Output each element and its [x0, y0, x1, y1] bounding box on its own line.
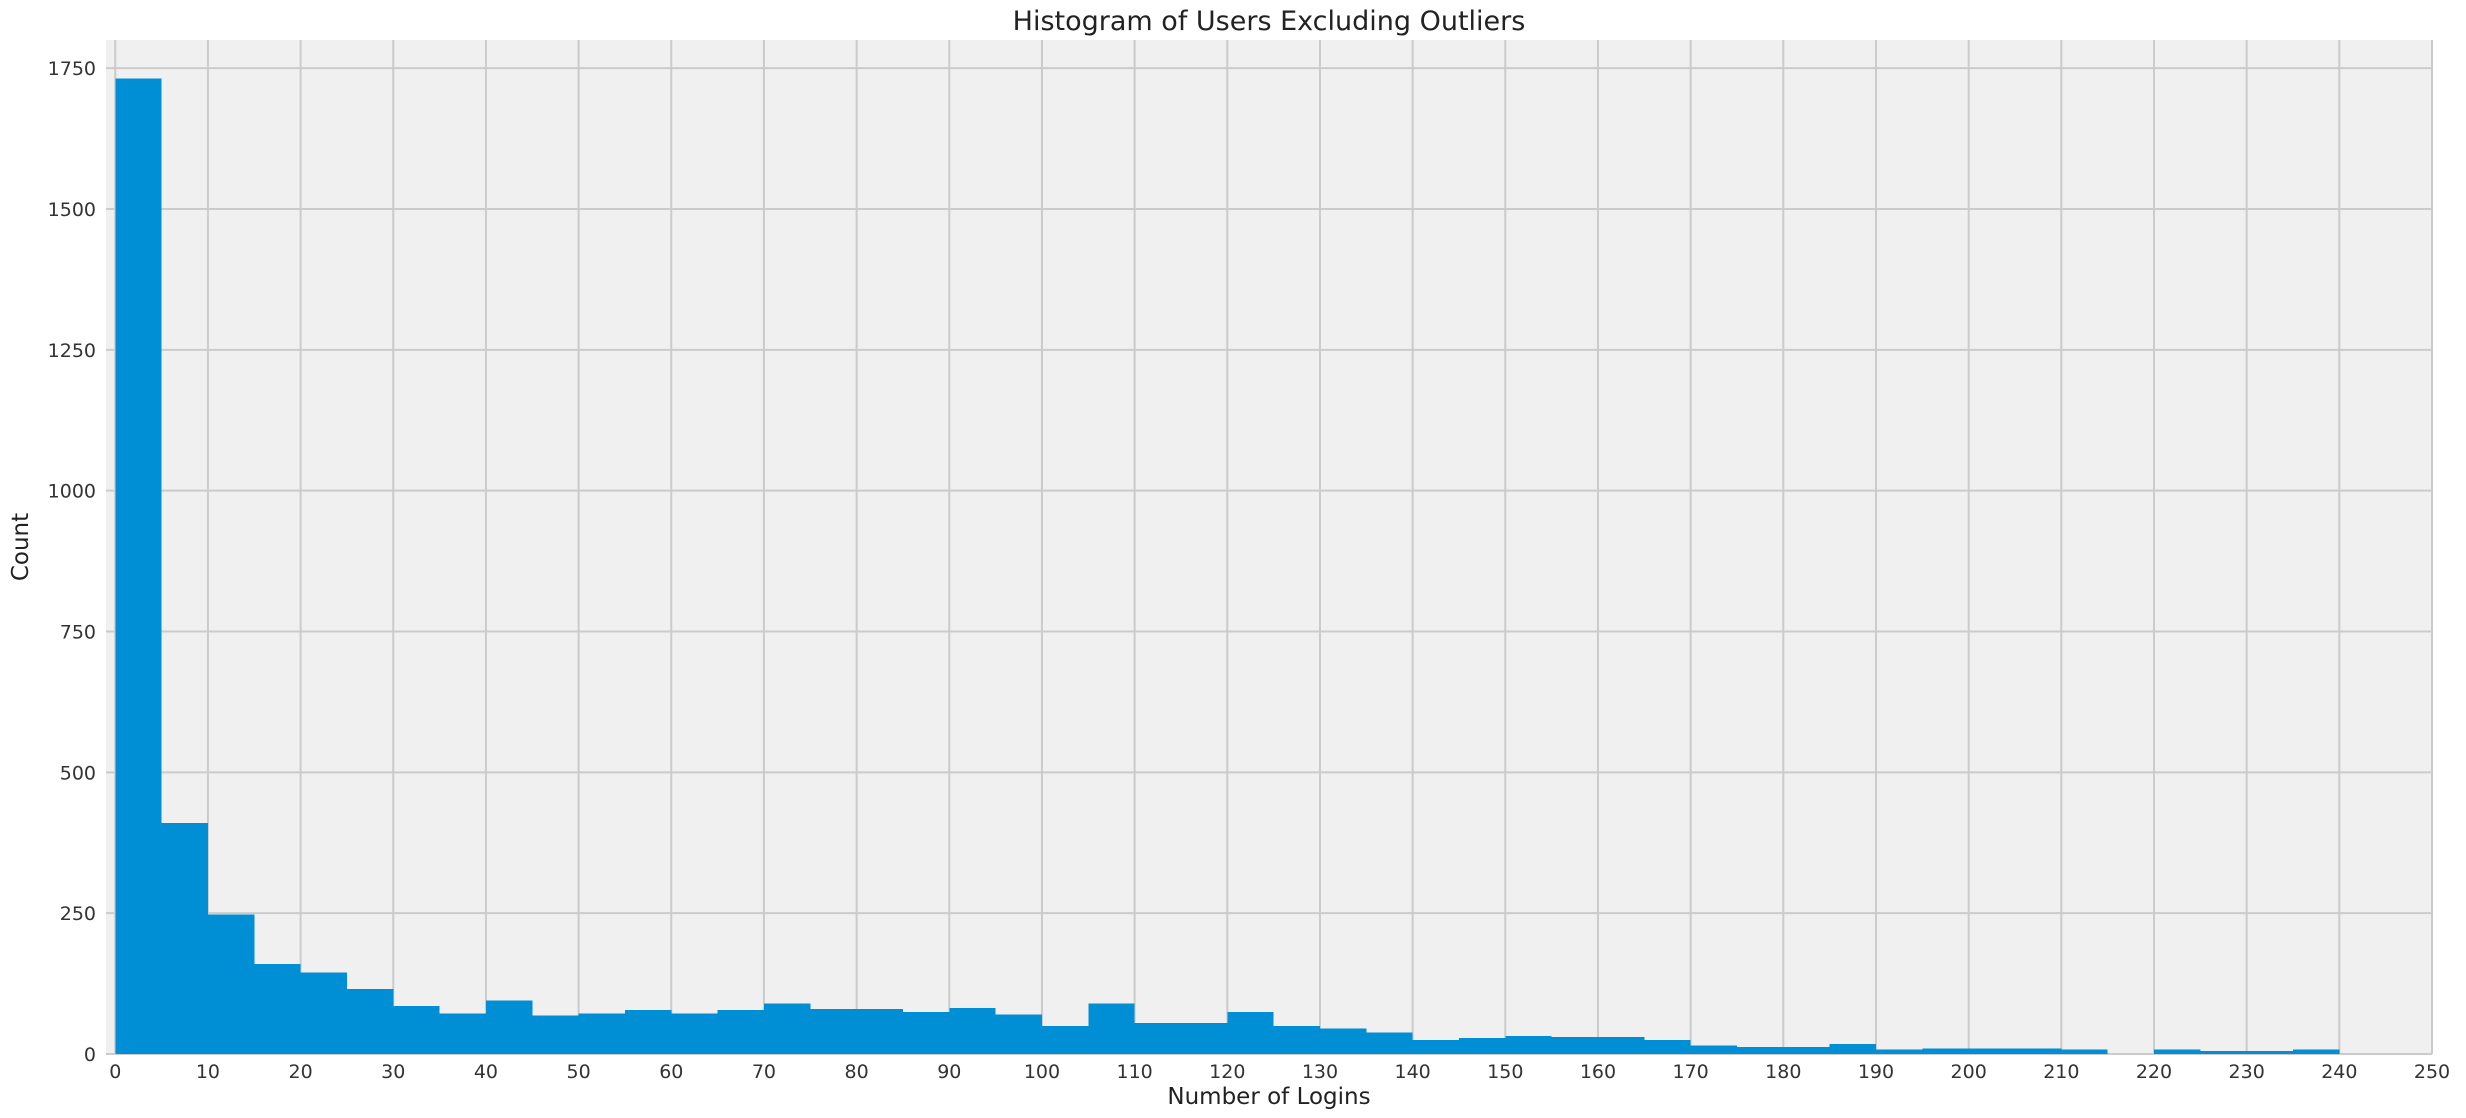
x-tick-label: 190 [1858, 1061, 1894, 1083]
histogram-bar [346, 989, 394, 1054]
x-tick-label: 130 [1302, 1061, 1338, 1083]
x-tick-label: 150 [1487, 1061, 1523, 1083]
x-axis-label: Number of Logins [1167, 1084, 1370, 1110]
y-tick-label: 1000 [48, 481, 96, 503]
histogram-bar [1458, 1038, 1506, 1054]
y-tick-label: 1750 [48, 58, 96, 80]
histogram-bar [717, 1010, 764, 1054]
x-axis-ticks: 0 10 20 30 40 50 60 70 80 90 100 110 120 130 140 150 160… [109, 1061, 2450, 1083]
histogram-bar [300, 972, 347, 1054]
histogram-bar [949, 1007, 996, 1054]
histogram-bar [393, 1006, 440, 1054]
x-tick-label: 40 [474, 1061, 498, 1083]
x-tick-label: 10 [196, 1061, 220, 1083]
x-tick-label: 210 [2043, 1061, 2079, 1083]
y-tick-label: 500 [60, 762, 96, 784]
x-tick-label: 70 [752, 1061, 776, 1083]
x-tick-label: 30 [381, 1061, 405, 1083]
x-tick-label: 110 [1116, 1061, 1152, 1083]
histogram-bar [2153, 1049, 2201, 1054]
histogram-bar [439, 1013, 486, 1054]
histogram-bar [2292, 1049, 2340, 1054]
histogram-bar [1134, 1023, 1181, 1054]
histogram-bar [1597, 1037, 1645, 1054]
histogram-bar [1968, 1048, 2015, 1054]
x-tick-label: 170 [1673, 1061, 1709, 1083]
histogram-bar [1736, 1047, 1784, 1054]
x-tick-label: 90 [937, 1061, 961, 1083]
histogram-bar [1041, 1025, 1089, 1054]
y-axis-label: Count [8, 513, 34, 581]
histogram-bar [207, 914, 255, 1054]
histogram-bar [254, 963, 301, 1054]
x-tick-label: 80 [845, 1061, 869, 1083]
histogram-bar [485, 1000, 533, 1054]
x-tick-label: 220 [2136, 1061, 2172, 1083]
histogram-bar [2200, 1051, 2247, 1054]
x-tick-label: 240 [2321, 1061, 2357, 1083]
y-tick-label: 0 [84, 1044, 96, 1066]
histogram-bar [578, 1013, 625, 1054]
histogram-bar [1180, 1023, 1228, 1054]
y-tick-label: 1500 [48, 199, 96, 221]
x-tick-label: 100 [1024, 1061, 1060, 1083]
histogram-bar [902, 1011, 950, 1054]
histogram-bar [763, 1003, 811, 1054]
x-tick-label: 60 [659, 1061, 683, 1083]
x-tick-label: 120 [1209, 1061, 1245, 1083]
histogram-bar [1227, 1011, 1274, 1054]
histogram-bar [856, 1008, 903, 1054]
x-tick-label: 200 [1951, 1061, 1987, 1083]
x-tick-label: 180 [1765, 1061, 1801, 1083]
x-tick-label: 0 [109, 1061, 121, 1083]
histogram-bar [624, 1010, 672, 1054]
histogram-bar [1273, 1025, 1320, 1054]
histogram-bar [810, 1008, 857, 1054]
x-tick-label: 50 [567, 1061, 591, 1083]
histogram-bar [1829, 1043, 1876, 1054]
x-tick-label: 140 [1395, 1061, 1431, 1083]
x-tick-label: 160 [1580, 1061, 1616, 1083]
histogram-bar [671, 1013, 718, 1054]
y-axis-ticks: 0 250 500 750 1000 1250 1500 1750 [48, 58, 96, 1066]
histogram-bar [1088, 1003, 1135, 1054]
y-tick-label: 750 [60, 622, 96, 644]
histogram-bar [1366, 1032, 1413, 1054]
y-tick-label: 250 [60, 903, 96, 925]
histogram-bar [2246, 1051, 2293, 1054]
x-tick-label: 230 [2229, 1061, 2265, 1083]
histogram-bar [115, 78, 162, 1055]
x-tick-label: 250 [2414, 1061, 2450, 1083]
histogram-bar [995, 1014, 1042, 1054]
histogram-bars [115, 78, 2340, 1055]
histogram-bar [1319, 1028, 1367, 1054]
histogram-bar [1644, 1039, 1691, 1054]
histogram-bar [161, 823, 208, 1054]
grid-lines [106, 40, 2433, 1055]
histogram-bar [1505, 1035, 1552, 1054]
histogram-bar [1412, 1039, 1459, 1054]
histogram-bar [1690, 1045, 1737, 1054]
histogram-bar [2014, 1048, 2062, 1054]
plot-background [106, 40, 2432, 1054]
histogram-bar [1922, 1048, 1969, 1054]
chart-title: Histogram of Users Excluding Outliers [1013, 6, 1526, 37]
histogram-bar [2061, 1049, 2108, 1054]
histogram-bar [1551, 1037, 1598, 1054]
y-tick-label: 1250 [48, 340, 96, 362]
histogram-bar [532, 1015, 579, 1054]
x-tick-label: 20 [289, 1061, 313, 1083]
histogram-bar [1783, 1047, 1830, 1054]
histogram-bar [1875, 1049, 1923, 1054]
